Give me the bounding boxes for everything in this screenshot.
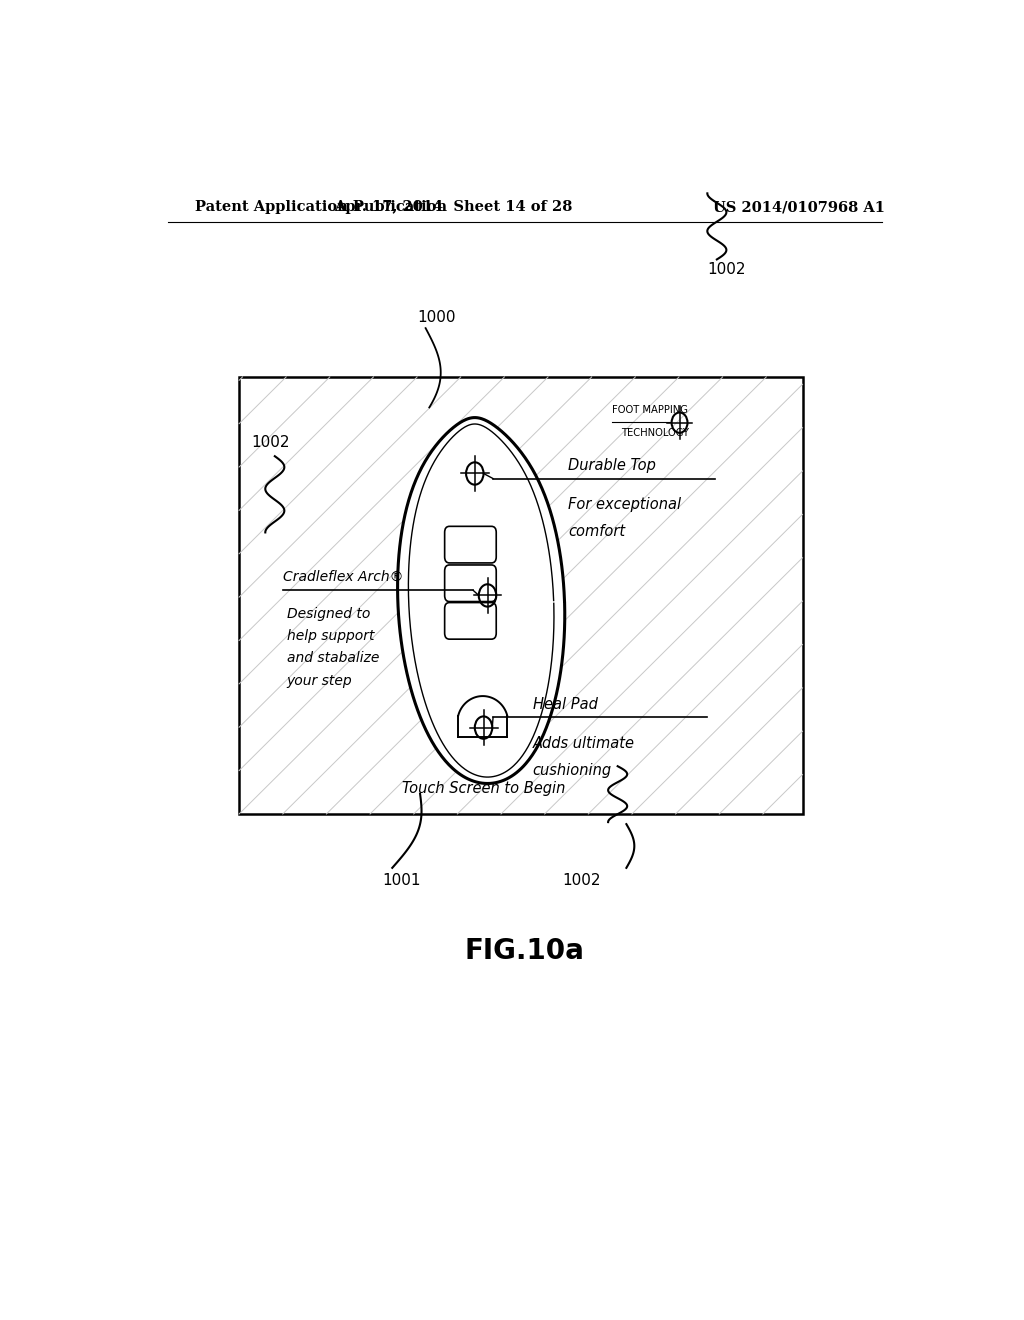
Text: Durable Top: Durable Top [568,458,656,473]
Text: 1002: 1002 [251,436,290,450]
Text: Apr. 17, 2014  Sheet 14 of 28: Apr. 17, 2014 Sheet 14 of 28 [334,201,572,214]
Text: 1002: 1002 [562,873,600,887]
FancyBboxPatch shape [444,527,497,562]
Text: help support: help support [287,630,374,643]
FancyBboxPatch shape [444,602,497,639]
Text: and stabalize: and stabalize [287,652,379,665]
Text: Patent Application Publication: Patent Application Publication [196,201,447,214]
Text: TECHNOLOGY: TECHNOLOGY [621,428,689,438]
Text: cushioning: cushioning [532,763,612,777]
Text: Heal Pad: Heal Pad [532,697,598,711]
Text: Designed to: Designed to [287,607,370,620]
Text: Cradleflex Arch®: Cradleflex Arch® [283,570,403,585]
Text: your step: your step [287,673,352,688]
Text: FIG.10a: FIG.10a [465,937,585,965]
Text: Adds ultimate: Adds ultimate [532,737,635,751]
Text: comfort: comfort [568,524,626,539]
Text: 1000: 1000 [418,310,456,326]
Text: 1002: 1002 [708,263,745,277]
Text: 1001: 1001 [383,873,421,887]
Text: Touch Screen to Begin: Touch Screen to Begin [401,781,565,796]
FancyBboxPatch shape [444,565,497,602]
Text: US 2014/0107968 A1: US 2014/0107968 A1 [713,201,885,214]
Text: FOOT MAPPING: FOOT MAPPING [612,405,688,416]
Text: For exceptional: For exceptional [568,498,682,512]
Bar [240,378,803,814]
Polygon shape [397,417,565,784]
